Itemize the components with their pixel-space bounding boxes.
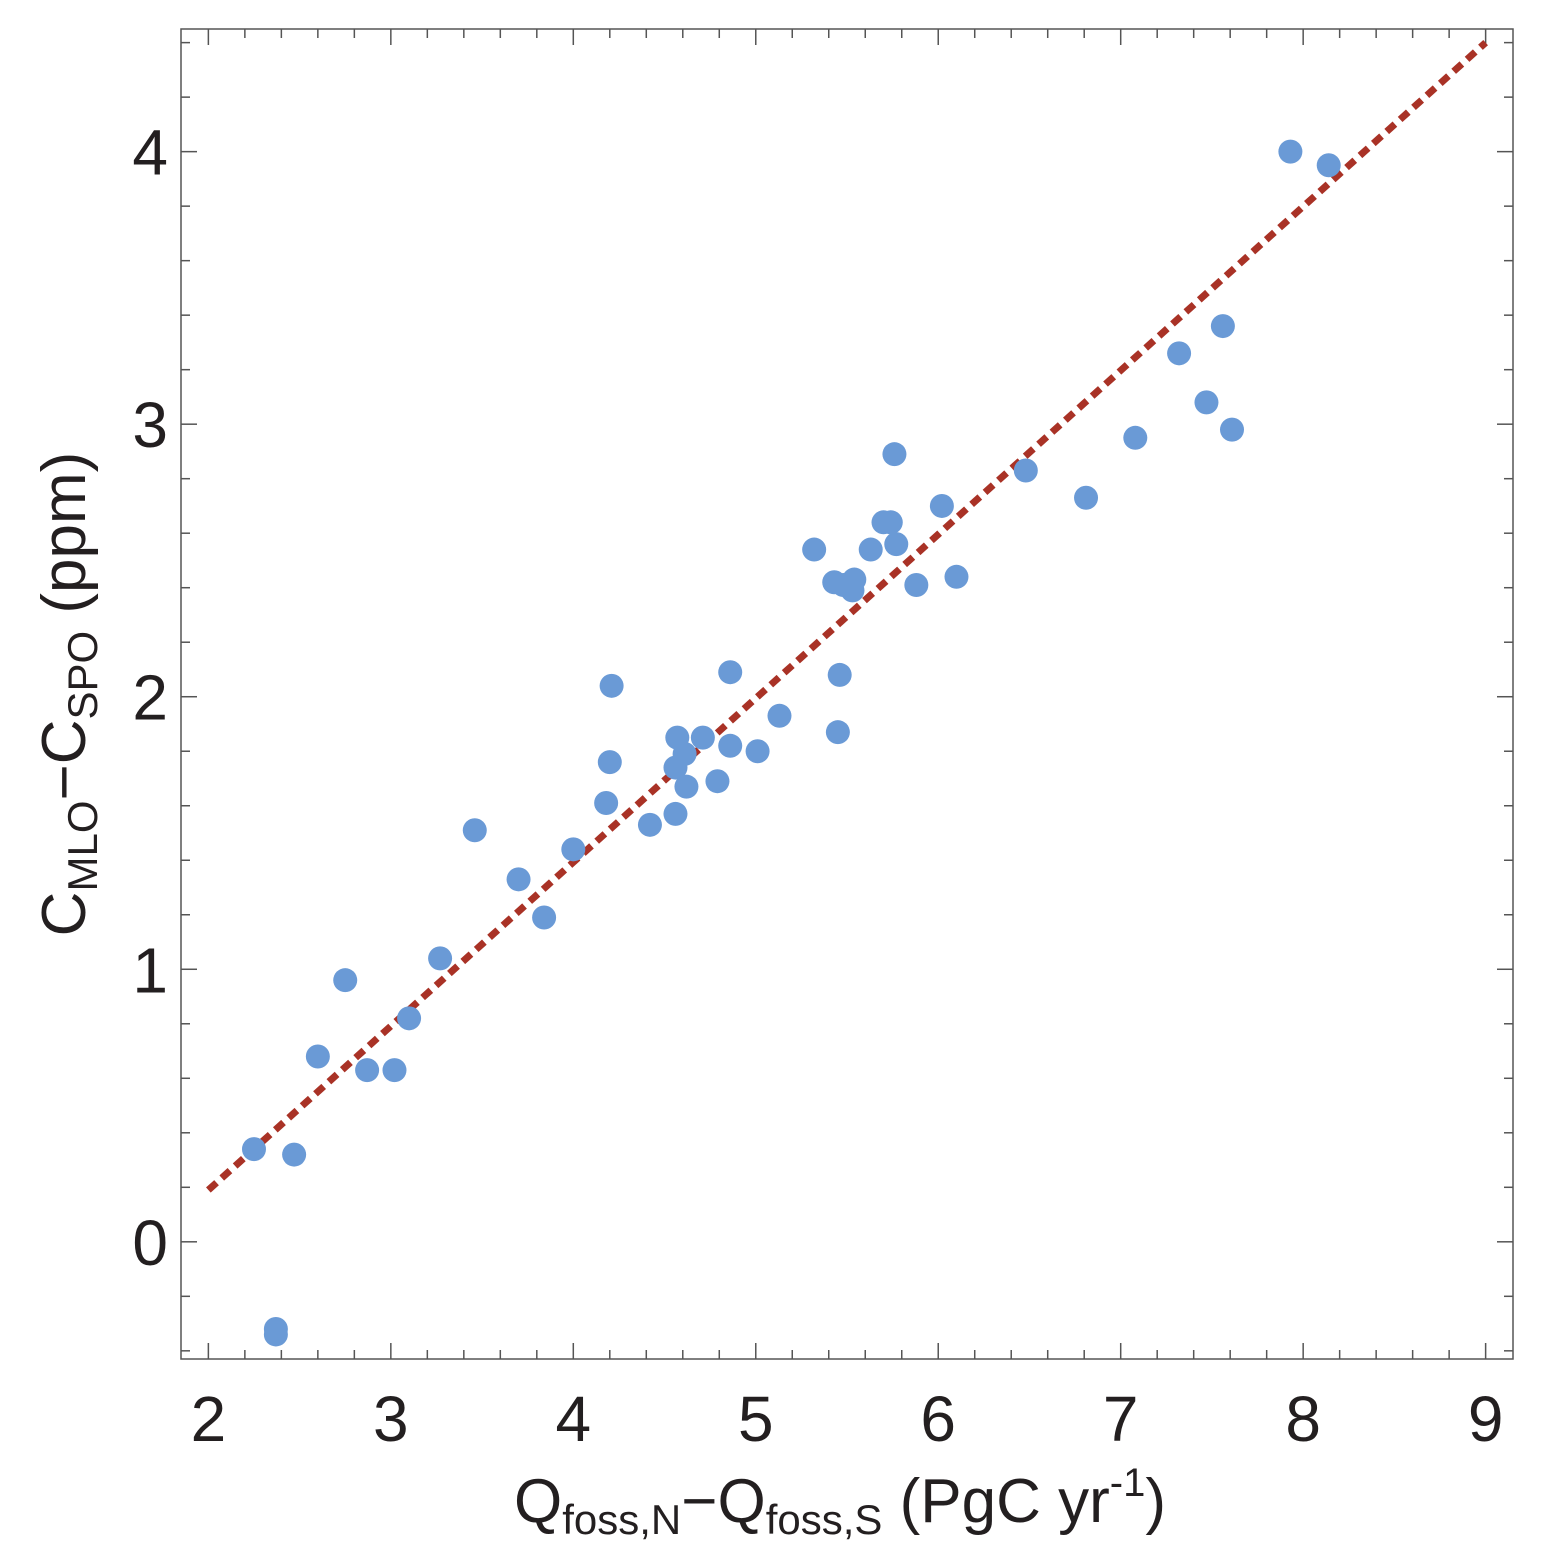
- data-point: [858, 537, 883, 562]
- y-tick-label: 1: [132, 934, 168, 1006]
- data-point: [674, 774, 699, 799]
- x-tick-label: 3: [373, 1383, 409, 1455]
- x-tick-label: 5: [738, 1383, 774, 1455]
- data-point: [827, 662, 852, 687]
- data-point: [1278, 139, 1303, 164]
- y-tick-label: 4: [132, 117, 168, 189]
- data-point: [884, 532, 909, 557]
- x-tick-label: 6: [920, 1383, 956, 1455]
- plot-frame: [180, 28, 1514, 1360]
- y-tick-labels: 0 1 2 3 4: [132, 117, 168, 1279]
- x-tick-label: 4: [556, 1383, 592, 1455]
- data-point: [333, 968, 358, 993]
- data-point: [767, 703, 792, 728]
- data-point: [944, 564, 969, 589]
- data-point: [397, 1006, 422, 1031]
- data-point: [1210, 314, 1235, 339]
- data-point: [1074, 485, 1099, 510]
- data-point: [802, 537, 827, 562]
- axis-ticks: [181, 29, 1513, 1359]
- data-point: [532, 905, 557, 930]
- data-point: [929, 493, 954, 518]
- y-tick-label: 0: [132, 1207, 168, 1279]
- data-point: [705, 769, 730, 794]
- data-point: [718, 660, 743, 685]
- data-point: [878, 510, 903, 535]
- data-point: [825, 720, 850, 745]
- data-point: [1220, 417, 1245, 442]
- data-point: [1123, 425, 1148, 450]
- data-point: [663, 801, 688, 826]
- x-axis-label: Qfoss,N−Qfoss,S (PgC yr-1): [514, 1461, 1166, 1543]
- data-point: [355, 1058, 380, 1083]
- data-point: [428, 946, 453, 971]
- data-point: [506, 867, 531, 892]
- data-point: [305, 1044, 330, 1069]
- fit-line-layer: [206, 40, 1488, 1193]
- data-point: [745, 739, 770, 764]
- fit-line: [206, 40, 1488, 1193]
- data-point: [282, 1142, 307, 1167]
- data-point: [594, 791, 619, 816]
- data-point: [462, 818, 487, 843]
- data-point: [1167, 341, 1192, 366]
- x-tick-labels: 2 3 4 5 6 7 8 9: [191, 1383, 1504, 1455]
- data-point: [904, 572, 929, 597]
- data-points: [241, 139, 1341, 1347]
- data-point: [382, 1058, 407, 1083]
- data-point: [1194, 390, 1219, 415]
- y-tick-label: 3: [132, 389, 168, 461]
- data-point: [561, 837, 586, 862]
- x-tick-label: 7: [1103, 1383, 1139, 1455]
- data-point: [1013, 458, 1038, 483]
- data-point: [718, 733, 743, 758]
- data-point: [599, 673, 624, 698]
- y-tick-label: 2: [132, 662, 168, 734]
- x-tick-label: 2: [191, 1383, 227, 1455]
- data-point: [672, 741, 697, 766]
- data-point: [1316, 153, 1341, 178]
- data-point: [882, 442, 907, 467]
- data-point: [637, 812, 662, 837]
- data-point: [842, 567, 867, 592]
- x-tick-label: 9: [1468, 1383, 1504, 1455]
- data-point: [690, 725, 715, 750]
- x-tick-label: 8: [1285, 1383, 1321, 1455]
- y-axis-label: CMLO−CSPO (ppm): [30, 452, 106, 937]
- data-point: [263, 1322, 288, 1347]
- data-point: [597, 750, 622, 775]
- data-point: [241, 1137, 266, 1162]
